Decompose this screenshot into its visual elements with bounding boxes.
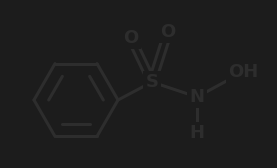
- Text: H: H: [189, 124, 204, 142]
- Text: S: S: [145, 73, 158, 91]
- Text: N: N: [189, 88, 204, 106]
- Text: O: O: [123, 29, 138, 47]
- Text: OH: OH: [228, 63, 258, 81]
- Text: O: O: [160, 23, 176, 41]
